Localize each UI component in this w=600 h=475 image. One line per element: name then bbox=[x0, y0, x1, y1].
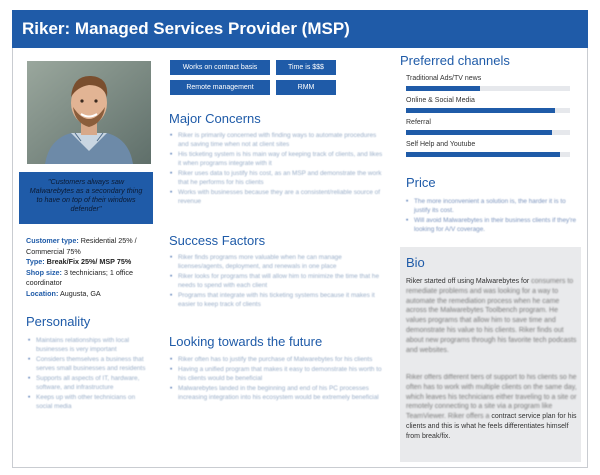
list-item: Malwarebytes landed in the beginning and… bbox=[170, 384, 385, 402]
channel-bar-fill bbox=[406, 108, 556, 113]
channel-bar-fill bbox=[406, 152, 561, 157]
channel-bar-fill bbox=[406, 86, 480, 91]
bio-panel bbox=[400, 247, 581, 462]
business-type: Type: Break/Fix 25%/ MSP 75% bbox=[26, 257, 132, 266]
list-item: The more inconvenient a solution is, the… bbox=[406, 197, 578, 215]
persona-quote: "Customers always saw Malwarebytes as a … bbox=[19, 172, 153, 224]
channel-bar-track bbox=[406, 152, 570, 157]
page-title: Riker: Managed Services Provider (MSP) bbox=[22, 19, 350, 38]
avatar bbox=[27, 61, 151, 164]
channel-bar-track bbox=[406, 108, 570, 113]
list-item: Riker looks for programs that will allow… bbox=[170, 272, 385, 290]
list-item: Works with businesses because they are a… bbox=[170, 188, 385, 206]
success-factors-title: Success Factors bbox=[169, 233, 266, 248]
list-item: Considers themselves a business that ser… bbox=[28, 355, 152, 373]
list-item: Riker uses data to justify his cost, as … bbox=[170, 169, 385, 187]
tag-time-is-money: Time is $$$ bbox=[276, 60, 336, 75]
channel-bar-fill bbox=[406, 130, 552, 135]
channel-bar-track bbox=[406, 86, 570, 91]
price-list: The more inconvenient a solution is, the… bbox=[406, 197, 578, 235]
bio-paragraph-2: Riker offers different tiers of support … bbox=[406, 374, 577, 440]
list-item: Having a unified program that makes it e… bbox=[170, 365, 385, 383]
future-title: Looking towards the future bbox=[169, 334, 323, 349]
shop-size: Shop size: 3 technicians; 1 office coord… bbox=[26, 267, 133, 288]
personality-list: Maintains relationships with local busin… bbox=[28, 336, 152, 412]
bio-paragraph-1: Riker started off using Malwarebytes for… bbox=[406, 278, 577, 354]
list-item: His ticketing system is his main way of … bbox=[170, 150, 385, 168]
location: Location: Augusta, GA bbox=[26, 288, 101, 298]
channel-label: Traditional Ads/TV news bbox=[406, 75, 482, 82]
list-item: Riker is primarily concerned with findin… bbox=[170, 131, 385, 149]
list-item: Supports all aspects of IT, hardware, so… bbox=[28, 374, 152, 392]
bio-title: Bio bbox=[406, 255, 425, 270]
list-item: Riker often has to justify the purchase … bbox=[170, 355, 385, 364]
major-concerns-list: Riker is primarily concerned with findin… bbox=[170, 131, 385, 207]
success-factors-list: Riker finds programs more valuable when … bbox=[170, 253, 385, 310]
header-bar: Riker: Managed Services Provider (MSP) bbox=[12, 10, 588, 48]
tag-contract-basis: Works on contract basis bbox=[170, 60, 270, 75]
tag-rmm: RMM bbox=[276, 80, 336, 95]
personality-title: Personality bbox=[26, 314, 91, 329]
future-list: Riker often has to justify the purchase … bbox=[170, 355, 385, 403]
list-item: Will avoid Malwarebytes in their busines… bbox=[406, 216, 578, 234]
list-item: Maintains relationships with local busin… bbox=[28, 336, 152, 354]
customer-type: Customer type: Residential 25% / Commerc… bbox=[26, 236, 137, 256]
channel-bar-track bbox=[406, 130, 570, 135]
channel-label: Self Help and Youtube bbox=[406, 141, 476, 148]
list-item: Keeps up with other technicians on socia… bbox=[28, 393, 152, 411]
list-item: Programs that integrate with his ticketi… bbox=[170, 291, 385, 309]
tag-remote-management: Remote management bbox=[170, 80, 270, 95]
channel-label: Referral bbox=[406, 119, 431, 126]
price-title: Price bbox=[406, 175, 436, 190]
channel-label: Online & Social Media bbox=[406, 97, 475, 104]
profile-info: Customer type: Residential 25% / Commerc… bbox=[26, 236, 156, 299]
preferred-channels-title: Preferred channels bbox=[400, 53, 510, 68]
major-concerns-title: Major Concerns bbox=[169, 111, 261, 126]
list-item: Riker finds programs more valuable when … bbox=[170, 253, 385, 271]
